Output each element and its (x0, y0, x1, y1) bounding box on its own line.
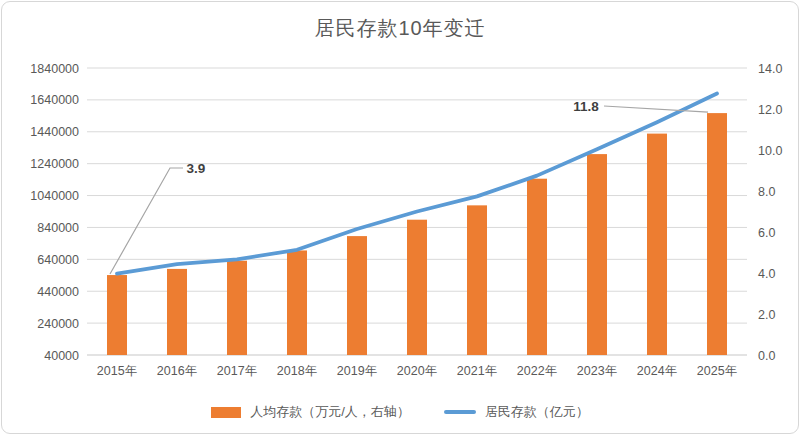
y-axis-label-right: 4.0 (758, 267, 775, 281)
y-axis-label-left: 1840000 (30, 62, 79, 76)
y-axis-label-left: 1040000 (30, 189, 79, 203)
y-axis-label-right: 6.0 (758, 226, 775, 240)
y-axis-label-left: 640000 (37, 253, 79, 267)
bar-2024年 (647, 134, 667, 355)
y-axis-label-right: 10.0 (758, 144, 782, 158)
legend-line-label: 居民存款（亿元） (485, 403, 589, 421)
x-axis-label: 2021年 (457, 364, 497, 378)
x-axis-label: 2016年 (157, 364, 197, 378)
bar-2023年 (587, 154, 607, 355)
bar-2017年 (227, 261, 247, 355)
legend: 人均存款（万元/人，右轴） 居民存款（亿元） (2, 403, 798, 421)
plot-area: 40000 240000 440000 640000 840000 1040000 1240… (2, 2, 799, 434)
bar-2016年 (167, 269, 187, 355)
y-axis-label-left: 1240000 (30, 157, 79, 171)
y-axis-label-left: 1440000 (30, 125, 79, 139)
y-axis-label-left: 440000 (37, 285, 79, 299)
bar-2015年 (107, 275, 127, 355)
bar-2020年 (407, 220, 427, 355)
y-axis-label-right: 12.0 (758, 103, 782, 117)
legend-item-line: 居民存款（亿元） (444, 403, 589, 421)
y-axis-label-left: 40000 (44, 349, 79, 363)
annotation-leader (110, 168, 183, 274)
bar-2022年 (527, 179, 547, 355)
legend-item-bar: 人均存款（万元/人，右轴） (211, 403, 410, 421)
x-axis-label: 2017年 (217, 364, 257, 378)
y-axis-label-right: 2.0 (758, 308, 775, 322)
chart: 居民存款10年变迁 400002400004400006400008400001… (1, 1, 799, 434)
legend-line-swatch (444, 410, 476, 414)
bar-2021年 (467, 205, 487, 355)
y-axis-label-left: 840000 (37, 221, 79, 235)
bar-2019年 (347, 236, 367, 355)
x-axis-label: 2020年 (397, 364, 437, 378)
legend-bar-label: 人均存款（万元/人，右轴） (250, 403, 410, 421)
y-axis-label-left: 240000 (37, 317, 79, 331)
x-axis-label: 2025年 (697, 364, 737, 378)
x-axis-label: 2022年 (517, 364, 557, 378)
y-axis-label-right: 8.0 (758, 185, 775, 199)
y-axis-label-right: 14.0 (758, 62, 782, 76)
x-axis-label: 2024年 (637, 364, 677, 378)
x-axis-label: 2018年 (277, 364, 317, 378)
y-axis-label-right: 0.0 (758, 349, 775, 363)
x-axis-label: 2023年 (577, 364, 617, 378)
legend-bar-swatch (211, 407, 241, 418)
x-axis-label: 2019年 (337, 364, 377, 378)
y-axis-label-left: 1640000 (30, 93, 79, 107)
x-axis-label: 2015年 (97, 364, 137, 378)
bar-2025年 (707, 113, 727, 355)
bar-2018年 (287, 250, 307, 355)
annotation-label: 3.9 (187, 161, 206, 176)
annotation-label: 11.8 (573, 99, 599, 114)
